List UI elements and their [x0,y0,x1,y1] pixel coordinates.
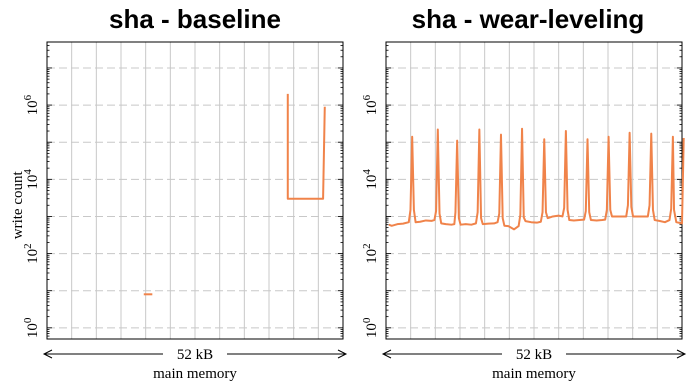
span-label: 52 kB [516,347,552,363]
chart-panel-1: 100 102 104 106 sha - wear-leveling 52 kB main… [361,4,687,382]
chart-title: sha - baseline [109,4,281,34]
series-line-2 [286,93,326,200]
arrow-head-left [381,349,392,359]
y-tick-label: 102 [22,243,41,264]
chart-title: sha - wear-leveling [412,4,645,34]
arrow-head-left [42,349,53,359]
arrow-head-right [337,349,348,359]
y-tick-label: 106 [22,94,41,115]
y-tick-label: 106 [361,94,380,115]
y-tick-label: 104 [22,169,41,190]
span-label: 52 kB [177,347,213,363]
chart-panel-0: 100 102 104 106 write count sha - baseline 52 … [10,4,348,382]
arrow-head-right [676,349,687,359]
y-axis-label: write count [10,170,26,239]
plot-frame [46,41,344,340]
y-tick-label: 102 [361,243,380,264]
y-tick-label: 100 [22,317,41,338]
x-axis-label: main memory [153,366,237,382]
x-axis-label: main memory [492,366,576,382]
y-tick-label: 104 [361,169,380,190]
series-line-0 [388,127,685,231]
y-tick-label: 100 [361,317,380,338]
